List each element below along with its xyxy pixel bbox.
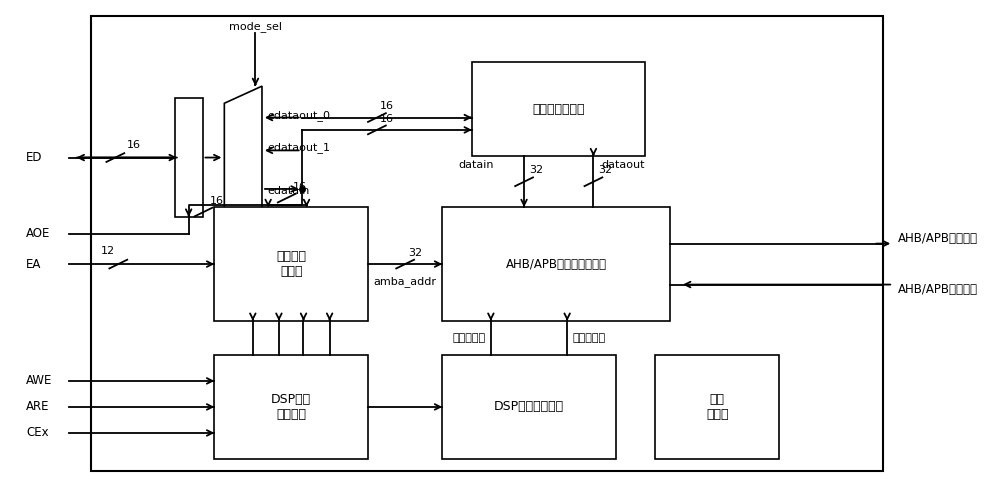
Text: mode_sel: mode_sel [229, 21, 282, 32]
Bar [442, 355, 616, 459]
Text: ARE: ARE [26, 400, 50, 413]
Bar [655, 355, 779, 459]
Text: 数据位宽匹配器: 数据位宽匹配器 [532, 103, 585, 115]
Text: 16: 16 [293, 182, 307, 192]
Bar [214, 207, 368, 321]
Text: AHB/APB从机输出: AHB/APB从机输出 [898, 283, 978, 296]
Text: dataout: dataout [601, 160, 645, 170]
Text: 32: 32 [529, 166, 543, 175]
Text: 12: 12 [100, 246, 115, 256]
Polygon shape [224, 86, 262, 229]
Text: datain: datain [459, 160, 494, 170]
Text: AOE: AOE [26, 227, 51, 240]
Text: CEx: CEx [26, 427, 49, 439]
Bar [472, 62, 645, 156]
Text: edatain: edatain [267, 187, 309, 196]
Text: AWE: AWE [26, 375, 53, 387]
Text: 配置
寄存器: 配置 寄存器 [706, 393, 729, 421]
Text: ED: ED [26, 151, 43, 164]
Text: edataout_1: edataout_1 [267, 143, 330, 153]
Bar [442, 207, 670, 321]
Bar [175, 98, 203, 217]
Text: 16: 16 [380, 113, 394, 124]
Text: AHB/APB时序生成状态机: AHB/APB时序生成状态机 [506, 258, 607, 271]
Text: AHB/APB从机输入: AHB/APB从机输入 [898, 232, 978, 245]
Text: edataout_0: edataout_0 [267, 110, 330, 121]
Text: 读操作有效: 读操作有效 [453, 333, 486, 343]
Text: 32: 32 [598, 166, 612, 175]
Text: 16: 16 [380, 101, 394, 111]
Text: 16: 16 [127, 140, 141, 150]
Text: 地址映射
控制器: 地址映射 控制器 [276, 250, 306, 278]
Text: EA: EA [26, 258, 42, 271]
Text: amba_addr: amba_addr [374, 276, 437, 287]
Text: 16: 16 [209, 196, 223, 206]
Bar [214, 355, 368, 459]
Text: DSP信号
同步逻辑: DSP信号 同步逻辑 [271, 393, 311, 421]
Text: 32: 32 [408, 248, 422, 258]
Bar [91, 16, 883, 471]
Text: 写操作有效: 写操作有效 [572, 333, 605, 343]
Text: DSP操作检测逻辑: DSP操作检测逻辑 [494, 400, 564, 413]
